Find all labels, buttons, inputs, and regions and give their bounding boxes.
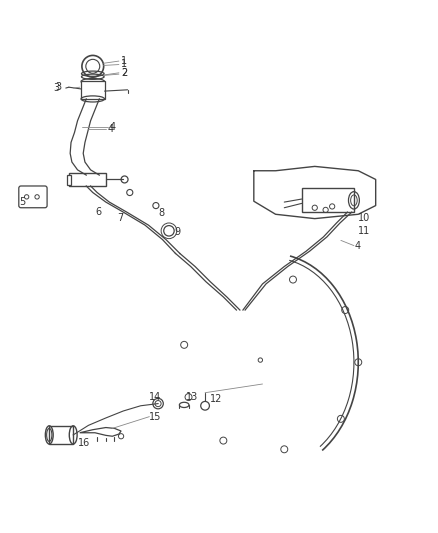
Text: 8: 8	[158, 208, 164, 219]
Polygon shape	[80, 427, 121, 436]
Text: 15: 15	[149, 411, 162, 422]
FancyBboxPatch shape	[81, 80, 105, 99]
Text: 4: 4	[107, 124, 113, 134]
Text: 6: 6	[95, 207, 101, 217]
Text: 2: 2	[121, 68, 127, 78]
Text: 3: 3	[56, 82, 62, 92]
Text: 11: 11	[358, 226, 371, 236]
Text: 1: 1	[121, 56, 127, 66]
Text: 4: 4	[355, 240, 361, 251]
Text: 13: 13	[186, 392, 198, 402]
Text: 12: 12	[210, 394, 223, 404]
FancyBboxPatch shape	[49, 426, 73, 444]
Text: 16: 16	[78, 438, 90, 448]
FancyBboxPatch shape	[69, 173, 106, 186]
Text: 5: 5	[20, 197, 26, 207]
Text: 2: 2	[121, 68, 127, 78]
FancyBboxPatch shape	[19, 186, 47, 208]
Text: 1: 1	[121, 59, 127, 69]
Text: 14: 14	[149, 392, 162, 402]
Text: 9: 9	[175, 227, 181, 237]
Text: 10: 10	[358, 213, 371, 223]
Text: 4: 4	[110, 122, 116, 132]
Text: 3: 3	[53, 83, 60, 93]
Text: 7: 7	[117, 213, 123, 223]
FancyBboxPatch shape	[67, 175, 71, 184]
FancyBboxPatch shape	[302, 188, 354, 212]
